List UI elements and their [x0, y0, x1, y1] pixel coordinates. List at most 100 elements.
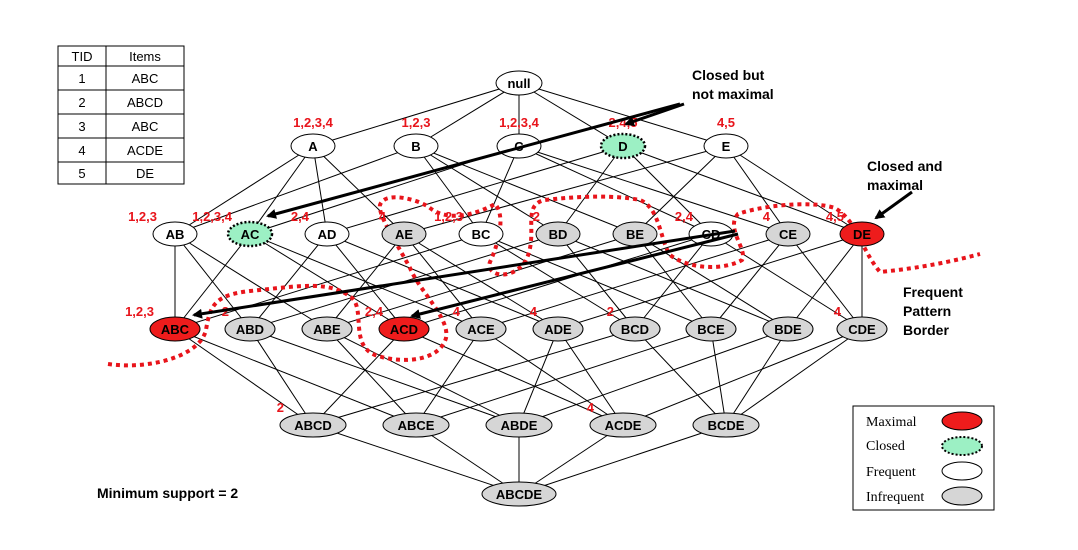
closed-not-maximal-line1: Closed but	[692, 67, 765, 83]
lattice-edge	[174, 328, 314, 426]
itemset-label: E	[722, 139, 731, 154]
itemset-label: AE	[395, 227, 413, 242]
arrow-to-d	[624, 102, 685, 127]
lattice-edge	[174, 233, 251, 330]
itemset-label: ACE	[467, 322, 495, 337]
itemset-node-ce: CE	[765, 221, 811, 247]
itemset-label: null	[507, 76, 530, 91]
itemset-node-bde: BDE	[762, 316, 814, 342]
itemset-label: A	[308, 139, 318, 154]
lattice-edge	[622, 328, 863, 426]
itemset-label: BCD	[621, 322, 649, 337]
itemset-ellipse	[609, 316, 661, 342]
itemset-node-de: DE	[839, 221, 885, 247]
itemset-label: B	[411, 139, 420, 154]
lattice-edge	[415, 328, 712, 426]
itemset-node-ace: ACE	[455, 316, 507, 342]
legend-swatch-closed	[941, 436, 983, 456]
lattice-edge	[326, 328, 520, 426]
itemset-ellipse	[765, 221, 811, 247]
support-label-bcd: 2	[607, 304, 614, 319]
lattice-edge	[634, 328, 727, 426]
itemset-ellipse	[224, 316, 276, 342]
frequent-pattern-border	[107, 194, 981, 368]
support-label-a: 1,2,3,4	[293, 115, 334, 130]
lattice-edge	[174, 145, 314, 235]
itemset-label: BCE	[697, 322, 725, 337]
itemset-label: ADE	[544, 322, 572, 337]
lattice-edge	[312, 328, 405, 426]
itemset-node-ab: AB	[152, 221, 198, 247]
lattice-edge	[249, 328, 520, 426]
itemset-ellipse	[485, 412, 553, 438]
itemset-node-abcd: ABCD	[279, 412, 347, 438]
itemset-ellipse	[703, 133, 749, 159]
arrow-to-ac	[266, 102, 681, 219]
itemset-label: ABDE	[501, 418, 538, 433]
support-label-c: 1,2,3,4	[499, 115, 540, 130]
itemset-ellipse	[378, 316, 430, 342]
itemset-node-d: D	[599, 132, 647, 160]
itemset-label: ABD	[236, 322, 264, 337]
lattice-edge	[622, 145, 712, 235]
itemset-label: D	[618, 139, 627, 154]
annotation-arrows	[192, 102, 913, 319]
lattice-edge	[415, 82, 520, 147]
table-cell-tid: 4	[78, 143, 85, 158]
itemset-label: ACDE	[605, 418, 642, 433]
lattice-edge	[249, 145, 314, 235]
table-cell-tid: 2	[78, 95, 85, 110]
itemset-label: CDE	[848, 322, 876, 337]
lattice-edge	[710, 328, 727, 426]
lattice-edge	[403, 233, 482, 330]
lattice-edge	[403, 233, 712, 330]
closed-not-maximal-line2: not maximal	[692, 86, 774, 102]
lattice-edge	[312, 82, 520, 147]
itemset-ellipse	[685, 316, 737, 342]
itemset-node-a: A	[290, 133, 336, 159]
itemset-node-bc: BC	[458, 221, 504, 247]
lattice-edge	[557, 328, 624, 426]
itemset-node-bce: BCE	[685, 316, 737, 342]
itemset-ellipse	[599, 132, 647, 160]
itemset-label: AC	[241, 227, 260, 242]
itemset-ellipse	[301, 316, 353, 342]
itemset-node-abce: ABCE	[382, 412, 450, 438]
lattice-edge	[312, 328, 636, 426]
itemset-ellipse	[455, 316, 507, 342]
lattice-edge	[518, 145, 712, 235]
itemset-node-be: BE	[612, 221, 658, 247]
lattice-edge	[518, 145, 789, 235]
lattice-edge	[634, 145, 727, 235]
table-cell-items: ACDE	[127, 143, 163, 158]
table-header-items: Items	[129, 49, 161, 64]
table-frame	[57, 45, 185, 185]
itemset-ellipse	[532, 316, 584, 342]
border-label-line2: Pattern	[903, 303, 951, 319]
itemset-label: ACD	[390, 322, 418, 337]
itemset-label: CE	[779, 227, 797, 242]
support-label-e: 4,5	[717, 115, 735, 130]
support-label-ae: 4	[379, 209, 387, 224]
itemset-node-null: null	[495, 70, 543, 96]
lattice-edge	[174, 233, 482, 330]
itemset-ellipse	[535, 221, 581, 247]
itemset-node-abcde: ABCDE	[481, 481, 557, 507]
support-label-ce: 4	[763, 209, 771, 224]
itemset-ellipse	[692, 412, 760, 438]
lattice-edge	[557, 145, 624, 235]
lattice-edge	[326, 328, 417, 426]
itemset-node-ade: ADE	[532, 316, 584, 342]
lattice-edge	[557, 233, 636, 330]
itemset-node-bcde: BCDE	[692, 412, 760, 438]
lattice-edge	[518, 328, 559, 426]
legend-label-infrequent: Infrequent	[866, 490, 924, 505]
itemset-label: BC	[472, 227, 491, 242]
itemset-node-abd: ABD	[224, 316, 276, 342]
itemset-ellipse	[839, 221, 885, 247]
closed-and-maximal-line2: maximal	[867, 177, 923, 193]
lattice-edge	[480, 145, 520, 235]
lattice-edge	[312, 424, 520, 495]
itemset-node-c: C	[496, 133, 542, 159]
itemset-ellipse	[279, 412, 347, 438]
